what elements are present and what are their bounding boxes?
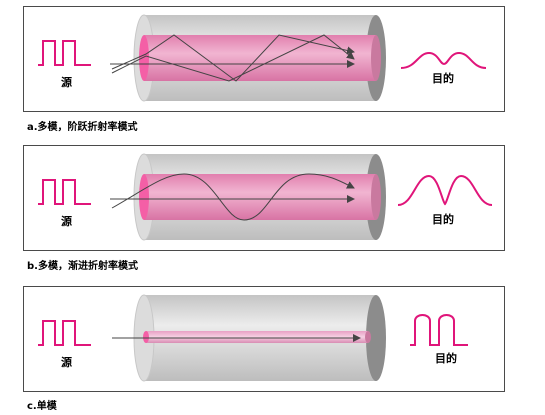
source-label: 源: [61, 76, 72, 89]
ray-curved: [111, 173, 355, 221]
source-pulse-icon: [38, 40, 91, 66]
caption-step-index: a.多模，阶跃折射率模式: [27, 122, 138, 133]
caption-graded-index: b.多模，渐进折射率模式: [27, 261, 138, 272]
destination-pulse-icon: [400, 51, 487, 69]
core-exit-face: [365, 331, 371, 343]
fiber-diagram: [38, 153, 493, 241]
core-exit-face: [371, 35, 381, 81]
fiber-core: [146, 331, 368, 343]
destination-pulse-icon: [397, 174, 493, 206]
core-exit-face: [371, 174, 381, 220]
source-pulse-icon: [38, 320, 91, 346]
fiber-diagram: [38, 294, 468, 382]
caption-single-mode: c.单模: [27, 401, 57, 412]
source-label: 源: [61, 356, 72, 369]
ray-high-angle: [111, 34, 355, 82]
core-entry-face: [143, 331, 149, 343]
panel-graded-index: 源 目的: [23, 145, 505, 251]
destination-label: 目的: [435, 352, 457, 365]
ray-low-angle: [111, 34, 355, 82]
core-entry-face: [139, 174, 149, 220]
source-pulse-icon: [38, 179, 91, 205]
fiber-end-dark: [366, 295, 386, 381]
destination-label: 目的: [432, 72, 454, 85]
fiber-core: [144, 35, 376, 81]
destination-label: 目的: [432, 213, 454, 226]
destination-pulse-icon: [410, 314, 468, 346]
source-label: 源: [61, 215, 72, 228]
panel-single-mode: 源 目的: [23, 286, 505, 392]
panel-step-index: 源 目的: [23, 6, 505, 112]
fiber-diagram: [38, 14, 487, 102]
core-entry-face: [139, 35, 149, 81]
